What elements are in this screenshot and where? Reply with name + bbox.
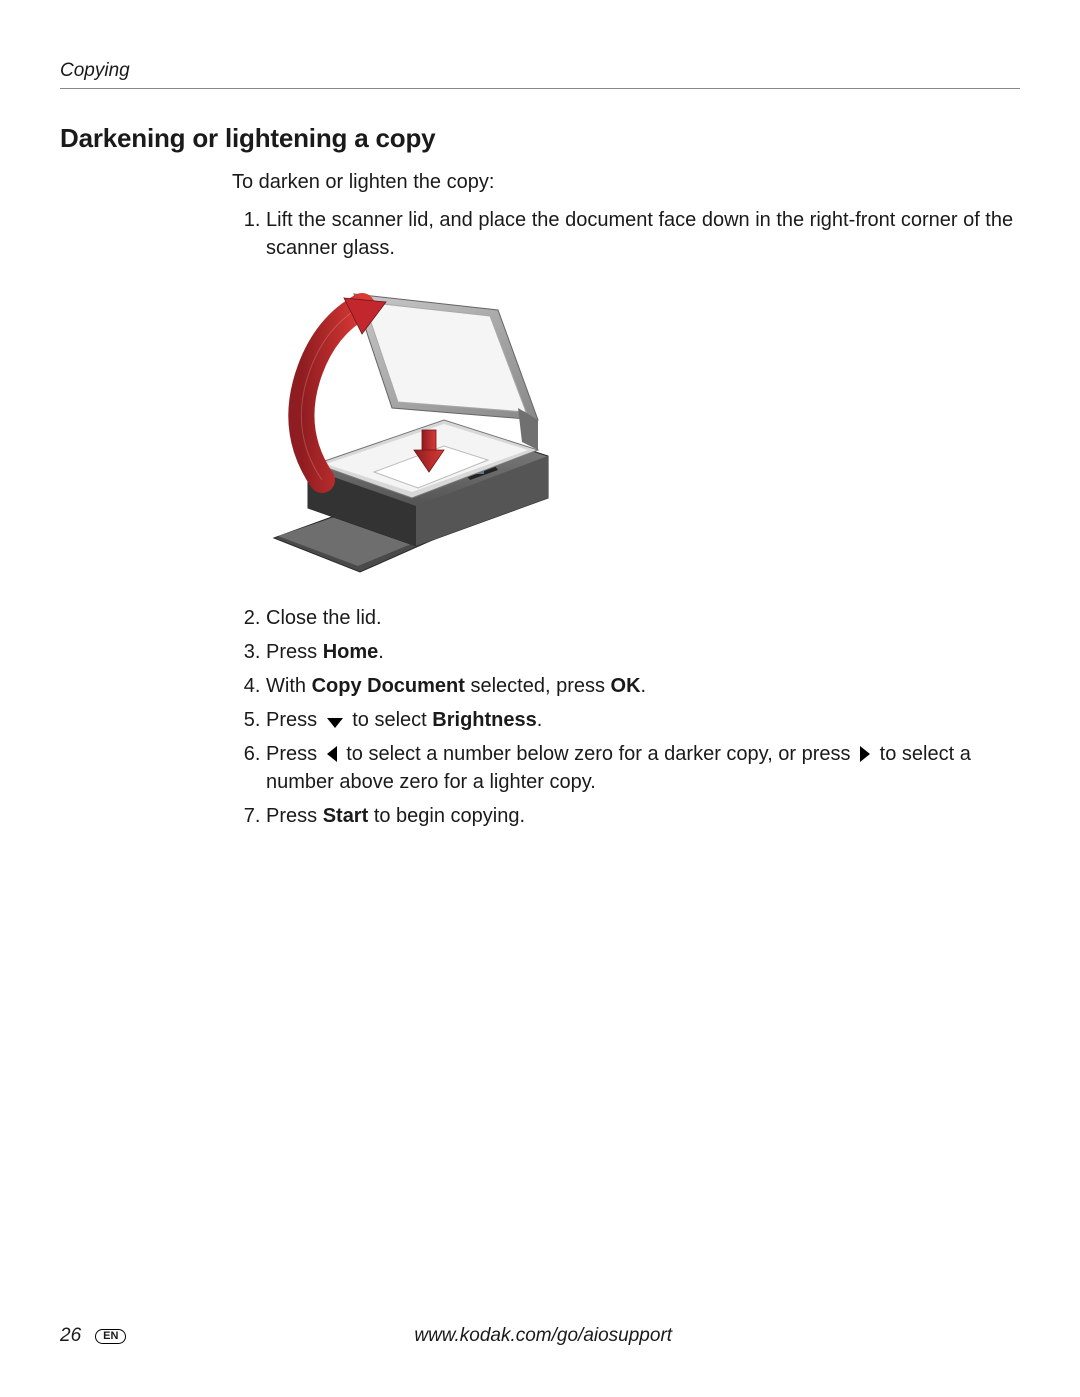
- step-3-home: Home: [323, 641, 379, 663]
- step-4-copydoc: Copy Document: [312, 675, 465, 697]
- footer-url: www.kodak.com/go/aiosupport: [66, 1325, 1020, 1347]
- page-footer: 26 EN www.kodak.com/go/aiosupport: [60, 1325, 1020, 1347]
- arrow-down-icon: [327, 716, 343, 728]
- scanner-illustration: [266, 280, 556, 580]
- step-5-b: to select: [347, 709, 433, 731]
- step-1-text: Lift the scanner lid, and place the docu…: [266, 209, 1013, 259]
- step-2: Close the lid.: [266, 604, 1020, 632]
- step-3-a: Press: [266, 641, 323, 663]
- intro-text: To darken or lighten the copy:: [232, 168, 1020, 196]
- step-6-a: Press: [266, 743, 323, 765]
- scanner-figure: [266, 280, 1020, 588]
- step-7-a: Press: [266, 805, 323, 827]
- running-header: Copying: [60, 60, 1020, 89]
- step-1: Lift the scanner lid, and place the docu…: [266, 206, 1020, 588]
- step-5-d: .: [537, 709, 543, 731]
- step-4-a: With: [266, 675, 312, 697]
- step-2-text: Close the lid.: [266, 607, 382, 629]
- step-7-start: Start: [323, 805, 369, 827]
- step-4-e: .: [641, 675, 647, 697]
- steps-list: Lift the scanner lid, and place the docu…: [232, 206, 1020, 830]
- step-5-a: Press: [266, 709, 323, 731]
- section-title: Darkening or lightening a copy: [60, 123, 1020, 154]
- step-4-ok: OK: [611, 675, 641, 697]
- step-5-brightness: Brightness: [432, 709, 536, 731]
- arrow-right-icon: [860, 746, 870, 762]
- step-3-c: .: [378, 641, 384, 663]
- step-7-c: to begin copying.: [368, 805, 525, 827]
- step-6-b: to select a number below zero for a dark…: [341, 743, 856, 765]
- step-6: Press to select a number below zero for …: [266, 740, 1020, 796]
- step-4: With Copy Document selected, press OK.: [266, 672, 1020, 700]
- step-7: Press Start to begin copying.: [266, 802, 1020, 830]
- arrow-left-icon: [327, 746, 337, 762]
- step-3: Press Home.: [266, 638, 1020, 666]
- step-5: Press to select Brightness.: [266, 706, 1020, 734]
- step-4-c: selected, press: [465, 675, 611, 697]
